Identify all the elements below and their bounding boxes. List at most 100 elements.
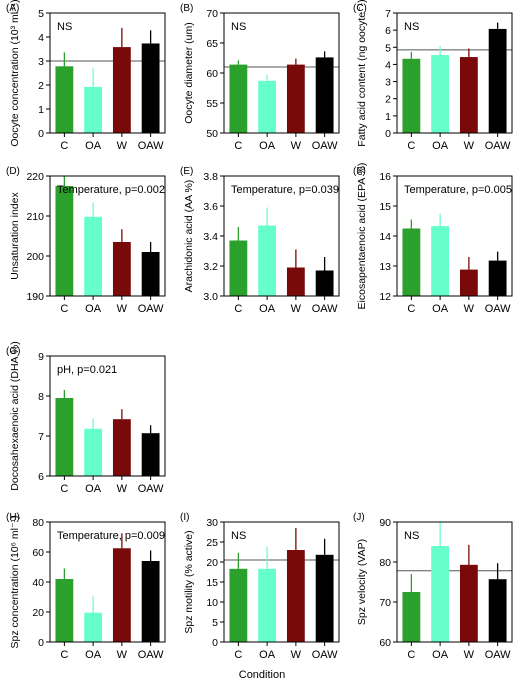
bar: [55, 66, 74, 133]
x-tick-label: OA: [85, 649, 102, 661]
x-tick-label: W: [464, 649, 475, 661]
x-tick-label: W: [291, 649, 302, 661]
y-tick-label: 50: [206, 128, 218, 140]
panel-label: (E): [180, 166, 193, 177]
x-tick-label: OAW: [485, 140, 511, 152]
y-tick-label: 3.4: [203, 231, 218, 243]
bar: [315, 554, 334, 642]
bar: [258, 568, 277, 642]
y-tick-label: 65: [206, 38, 218, 50]
annotation: Temperature, p=0.005: [404, 184, 512, 196]
panel-label: (J): [353, 512, 365, 523]
y-tick-label: 20: [32, 607, 44, 619]
y-tick-label: 6: [38, 471, 44, 483]
x-tick-label: C: [407, 649, 415, 661]
bar: [315, 57, 334, 133]
x-tick-label: W: [464, 303, 475, 315]
y-axis-label: Fatty acid content (ng oocyte⁻¹): [356, 0, 368, 147]
x-tick-label: OA: [259, 303, 276, 315]
y-tick-label: 13: [379, 261, 391, 273]
y-tick-label: 0: [38, 637, 44, 649]
x-tick-label: OA: [432, 303, 449, 315]
bar: [402, 592, 421, 642]
x-tick-label: OAW: [138, 649, 164, 661]
y-axis-label: Arachidonic acid (AA %): [183, 180, 195, 293]
bar: [112, 548, 131, 642]
y-tick-label: 15: [379, 201, 391, 213]
y-axis-label: Spz motility (% active): [183, 530, 195, 633]
y-axis-label: Eicosapentaenoic acid (EPA %): [356, 163, 368, 310]
bar: [431, 226, 450, 296]
annotation: NS: [404, 530, 419, 542]
y-tick-label: 20: [206, 557, 218, 569]
x-tick-label: W: [117, 483, 128, 495]
y-tick-label: 14: [379, 231, 391, 243]
y-tick-label: 3.6: [203, 201, 218, 213]
y-tick-label: 80: [32, 517, 44, 529]
panel-label: (G): [6, 346, 20, 357]
y-tick-label: 60: [206, 68, 218, 80]
y-tick-label: 0: [38, 128, 44, 140]
y-tick-label: 0: [212, 637, 218, 649]
bar: [402, 58, 421, 134]
bar: [459, 57, 478, 133]
x-tick-label: OAW: [138, 140, 164, 152]
y-tick-label: 30: [206, 517, 218, 529]
annotation: NS: [57, 21, 72, 33]
x-tick-label: OAW: [312, 649, 338, 661]
x-tick-label: OA: [259, 649, 276, 661]
y-axis-label: Oocyte concentration (10³ ml⁻¹): [9, 0, 21, 147]
bar: [112, 419, 131, 476]
bar: [84, 428, 103, 476]
bar: [112, 47, 131, 133]
annotation: pH, p=0.021: [57, 364, 117, 376]
bar: [112, 242, 131, 296]
panel-label: (C): [353, 3, 367, 14]
y-tick-label: 15: [206, 577, 218, 589]
x-tick-label: OA: [85, 483, 102, 495]
y-tick-label: 190: [26, 291, 44, 303]
bar: [315, 270, 334, 296]
bar: [84, 216, 103, 296]
bar: [286, 267, 305, 296]
bar: [229, 568, 248, 642]
y-tick-label: 70: [379, 597, 391, 609]
y-tick-label: 40: [32, 577, 44, 589]
y-axis-label: Spz velocity (VAP): [356, 539, 368, 625]
y-axis-label: Spz concentration (10⁶ ml⁻¹): [9, 516, 21, 649]
bar: [55, 398, 74, 476]
bar: [286, 64, 305, 133]
y-tick-label: 7: [38, 431, 44, 443]
y-tick-label: 3: [38, 56, 44, 68]
bar: [286, 550, 305, 642]
bar: [141, 433, 160, 476]
x-tick-label: C: [60, 140, 68, 152]
panel-5: 3.03.23.43.63.8C OA W OAW(E)Arachidonic aci…: [180, 166, 340, 315]
y-tick-label: 1: [385, 111, 391, 123]
y-tick-label: 70: [206, 8, 218, 20]
bar: [55, 186, 74, 296]
x-tick-label: W: [464, 140, 475, 152]
annotation: NS: [231, 530, 246, 542]
bar: [459, 564, 478, 642]
bar: [84, 612, 103, 642]
y-tick-label: 2: [385, 94, 391, 106]
bar: [141, 561, 160, 642]
x-tick-label: C: [407, 140, 415, 152]
x-tick-label: OA: [432, 140, 449, 152]
y-tick-label: 5: [38, 8, 44, 20]
x-tick-label: OA: [259, 140, 276, 152]
x-tick-label: C: [60, 649, 68, 661]
x-tick-label: C: [234, 303, 242, 315]
x-tick-label: OA: [85, 140, 102, 152]
y-tick-label: 25: [206, 537, 218, 549]
y-tick-label: 90: [379, 517, 391, 529]
panel-label: (I): [180, 512, 189, 523]
x-tick-label: C: [60, 303, 68, 315]
annotation: NS: [404, 21, 419, 33]
y-tick-label: 1: [38, 104, 44, 116]
